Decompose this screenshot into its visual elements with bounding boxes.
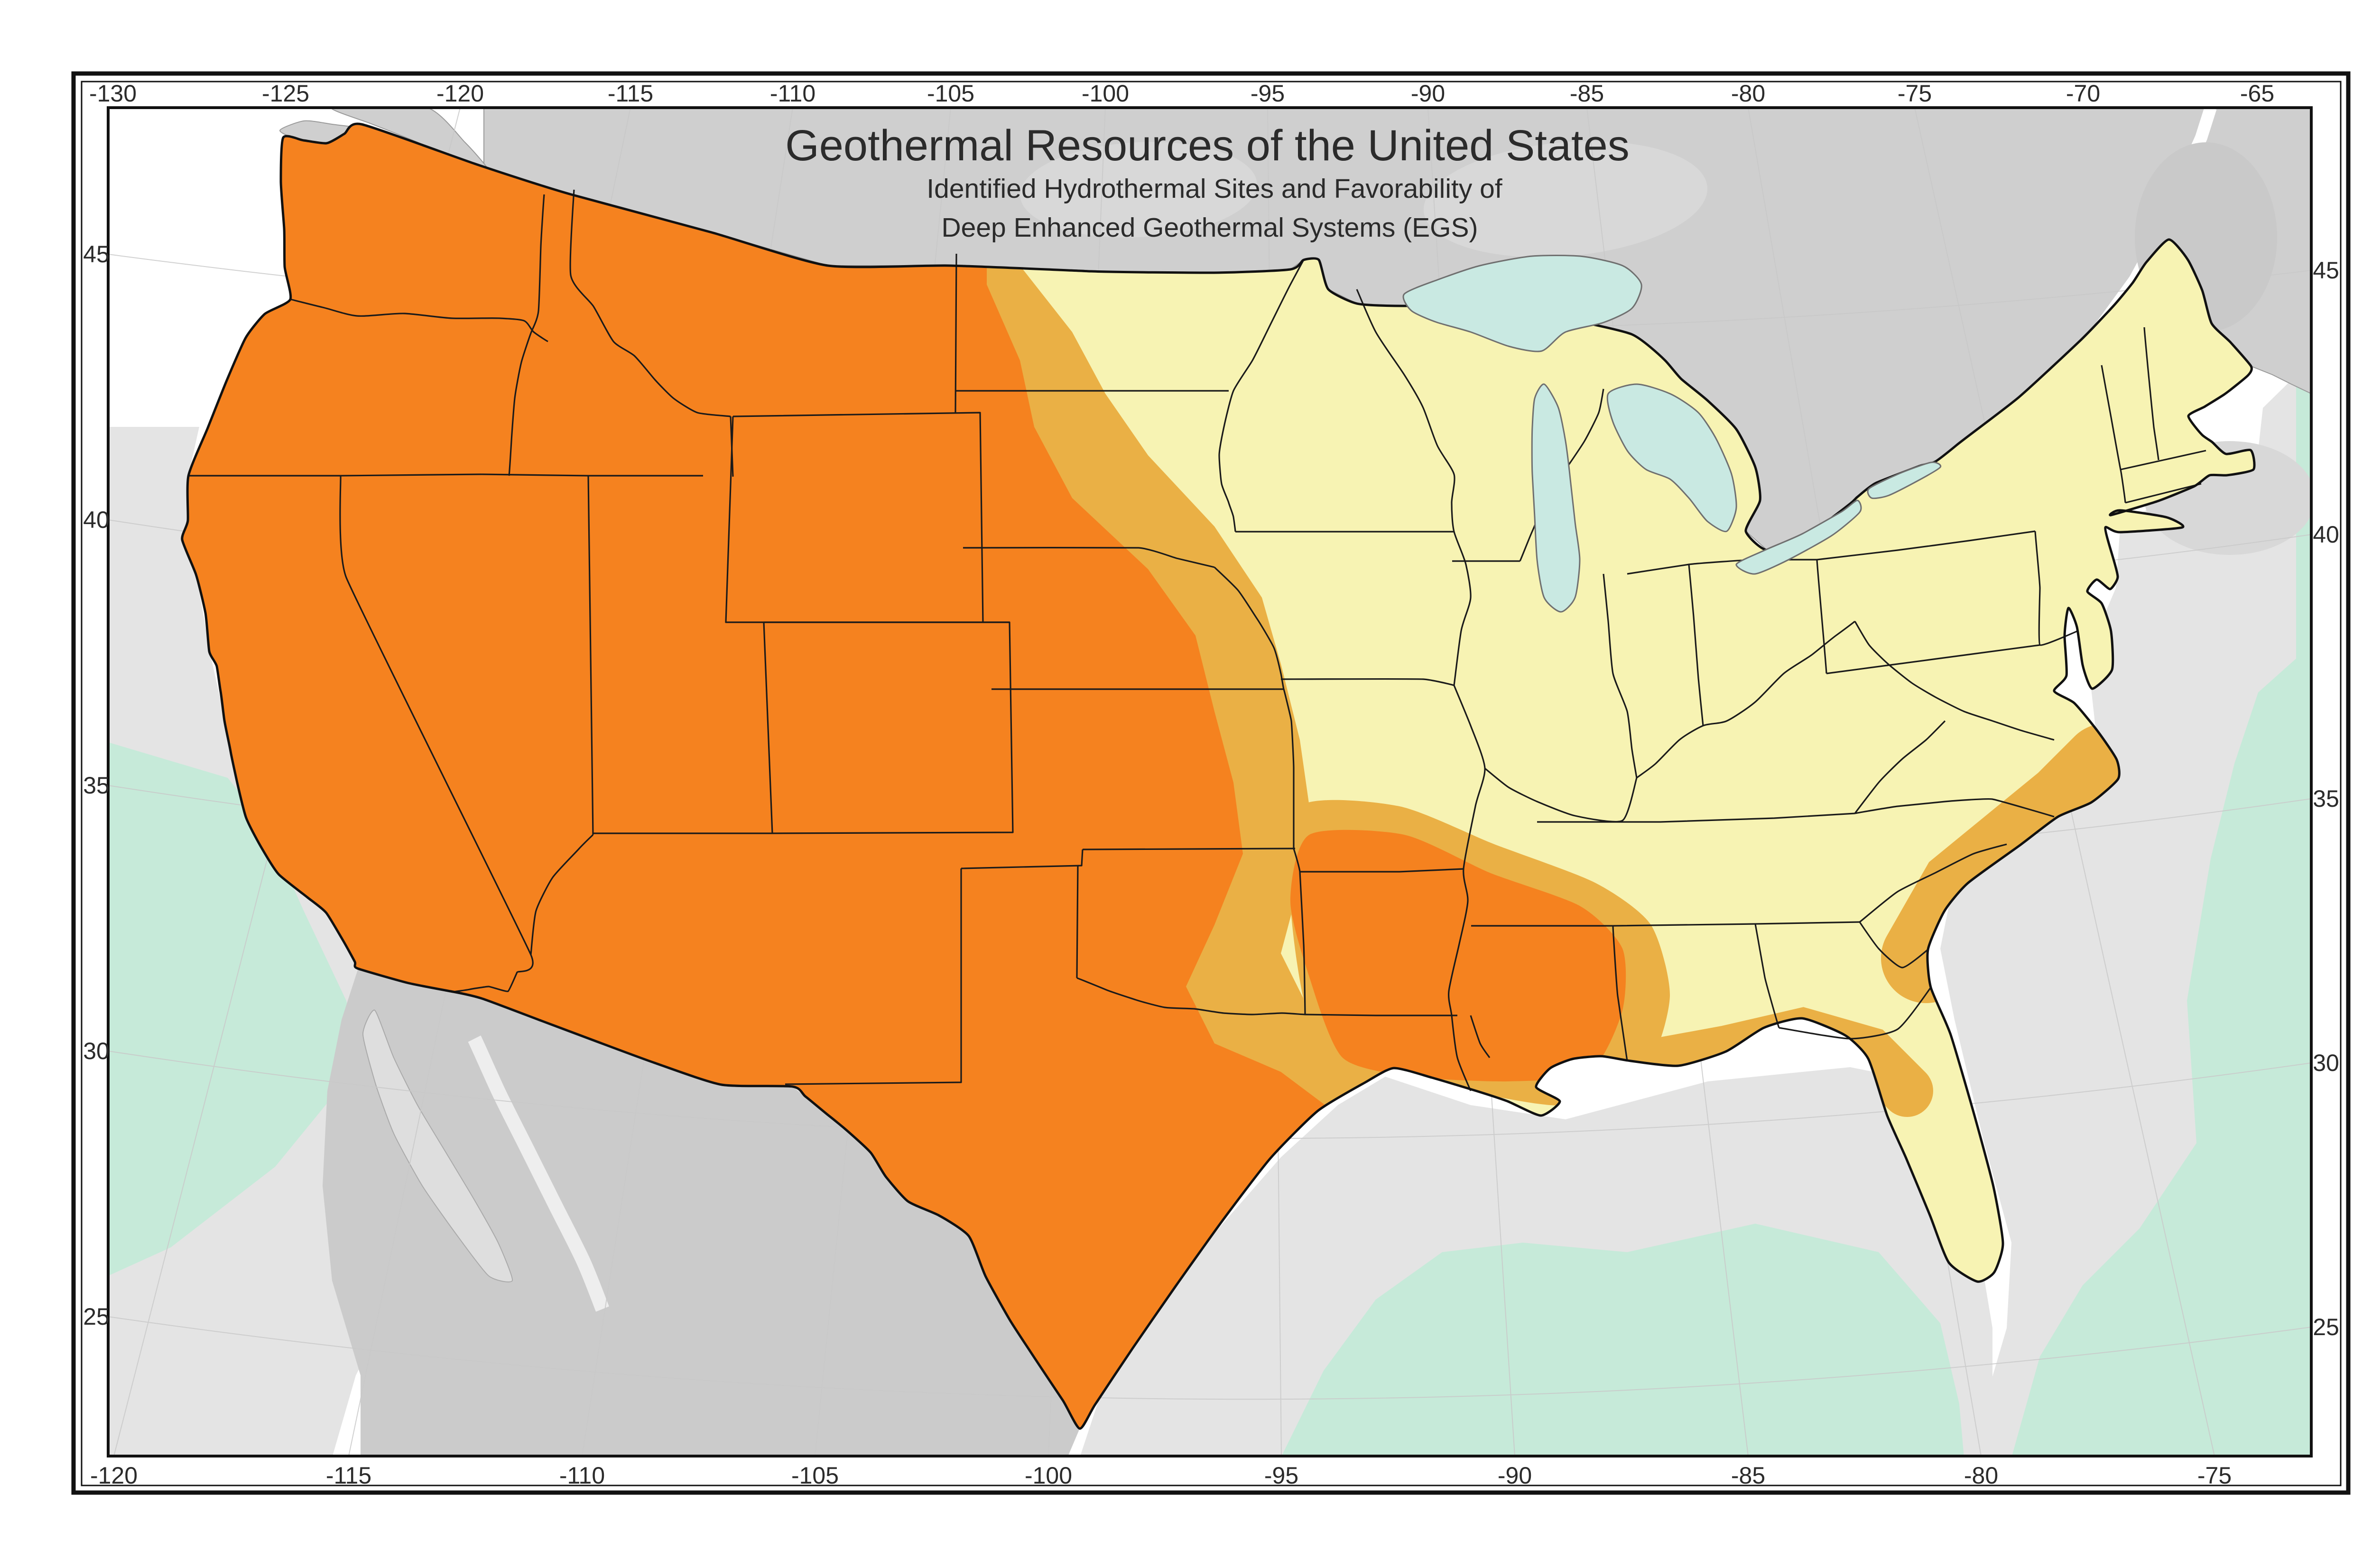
svg-text:-115: -115 [608, 80, 653, 107]
svg-text:Geothermal Resources of the Un: Geothermal Resources of the United State… [785, 121, 1630, 170]
svg-text:-90: -90 [1411, 80, 1445, 107]
svg-text:-100: -100 [1025, 1462, 1072, 1489]
svg-text:-110: -110 [559, 1462, 605, 1489]
svg-text:-115: -115 [326, 1462, 371, 1489]
svg-text:-110: -110 [770, 80, 815, 107]
svg-text:-120: -120 [436, 80, 484, 107]
svg-text:-130: -130 [89, 80, 137, 107]
svg-text:Deep Enhanced Geothermal Syste: Deep Enhanced Geothermal Systems (EGS) [941, 212, 1478, 243]
svg-text:-100: -100 [1082, 80, 1129, 107]
svg-text:45: 45 [2313, 257, 2339, 284]
svg-text:-70: -70 [2066, 80, 2100, 107]
svg-text:40: 40 [2313, 521, 2339, 548]
svg-text:-90: -90 [1498, 1462, 1532, 1489]
svg-text:25: 25 [2313, 1314, 2339, 1340]
svg-text:-85: -85 [1731, 1462, 1765, 1489]
svg-text:45: 45 [83, 241, 110, 267]
svg-text:-65: -65 [2240, 80, 2274, 107]
svg-text:-80: -80 [1731, 80, 1765, 107]
svg-text:40: 40 [83, 507, 110, 533]
svg-text:-125: -125 [262, 80, 309, 107]
svg-text:-85: -85 [1570, 80, 1604, 107]
svg-text:30: 30 [83, 1038, 110, 1064]
svg-text:-105: -105 [927, 80, 974, 107]
svg-text:-95: -95 [1264, 1462, 1298, 1489]
svg-text:35: 35 [2313, 785, 2339, 812]
svg-text:25: 25 [83, 1303, 110, 1330]
svg-text:-95: -95 [1251, 80, 1285, 107]
svg-text:-75: -75 [1898, 80, 1932, 107]
svg-text:Identified Hydrothermal Sites: Identified Hydrothermal Sites and Favora… [927, 174, 1502, 204]
svg-text:-105: -105 [791, 1462, 839, 1489]
svg-text:35: 35 [83, 772, 110, 799]
svg-text:-75: -75 [2197, 1462, 2232, 1489]
svg-text:30: 30 [2313, 1050, 2339, 1076]
svg-text:-80: -80 [1964, 1462, 1998, 1489]
svg-text:-120: -120 [90, 1462, 138, 1489]
